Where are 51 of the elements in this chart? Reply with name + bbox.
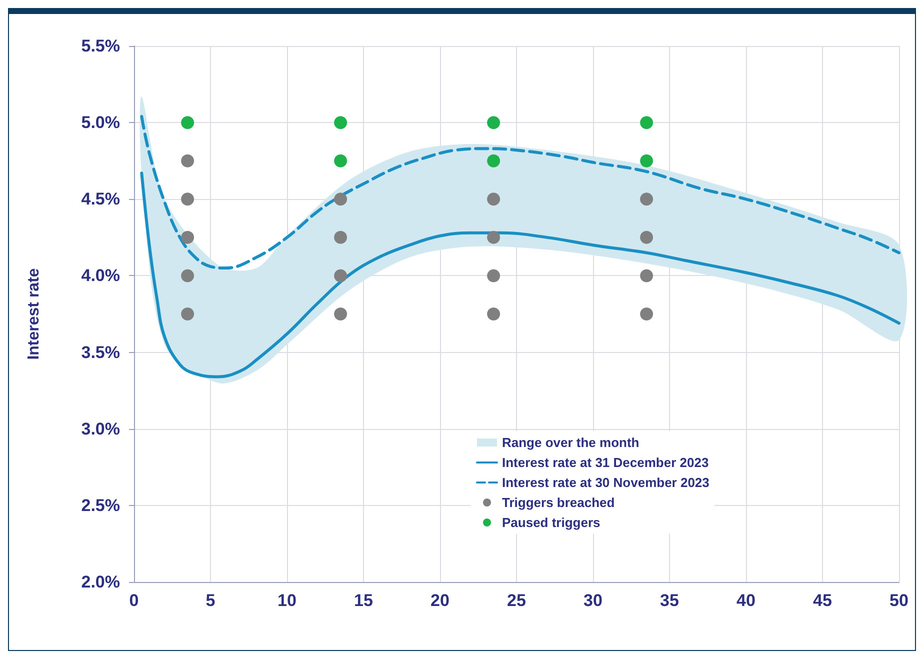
point (334, 308, 348, 320)
point (487, 308, 500, 320)
y-tick-label: 4.5% (81, 190, 120, 209)
x-tick-label: 15 (354, 591, 373, 610)
point (181, 154, 194, 168)
point (640, 154, 654, 168)
line-series (140, 172, 900, 378)
x-tick-label: 50 (890, 591, 908, 610)
point (487, 192, 500, 206)
point (487, 154, 500, 168)
y-tick-label: 4.0% (81, 266, 120, 286)
x-tick-label: 25 (507, 591, 526, 610)
point (487, 116, 500, 130)
x-tick-label: 30 (584, 591, 602, 610)
y-tick-label: 2.0% (81, 572, 120, 592)
x-tick-label: 0 (129, 591, 139, 610)
x-tick-label: 20 (430, 591, 450, 610)
legend-label: Range over the month (502, 435, 640, 450)
point (181, 116, 194, 130)
point (640, 269, 654, 282)
point (334, 116, 348, 130)
y-axis-title: Interest rate (26, 268, 42, 360)
point (181, 230, 194, 244)
point (487, 230, 500, 244)
legend-label: Triggers breached (502, 495, 615, 510)
point (181, 308, 194, 320)
point (334, 230, 348, 244)
legend-label: Paused triggers (502, 515, 600, 530)
point (640, 116, 654, 130)
x-tick-label: 45 (813, 591, 832, 610)
point (334, 192, 348, 206)
point (640, 230, 654, 244)
y-tick-label: 3.5% (81, 342, 120, 362)
x-tick-label: 10 (278, 591, 296, 610)
point (334, 154, 348, 168)
point (181, 269, 194, 282)
y-tick-label: 3.0% (81, 419, 120, 438)
point (181, 192, 194, 206)
point (334, 269, 348, 282)
x-tick-label: 35 (660, 591, 679, 610)
y-tick-label: 5.5% (81, 36, 120, 56)
legend-label: Interest rate at 30 November 2023 (502, 475, 710, 490)
point (487, 269, 500, 282)
point (640, 308, 654, 320)
x-tick-label: 5 (206, 591, 216, 610)
legend-label: Interest rate at 31 December 2023 (502, 455, 709, 470)
y-tick-label: 5.0% (81, 113, 120, 132)
point (640, 192, 654, 206)
line-series (140, 114, 900, 270)
y-tick-label: 2.5% (81, 496, 120, 515)
x-tick-label: 40 (736, 591, 756, 610)
